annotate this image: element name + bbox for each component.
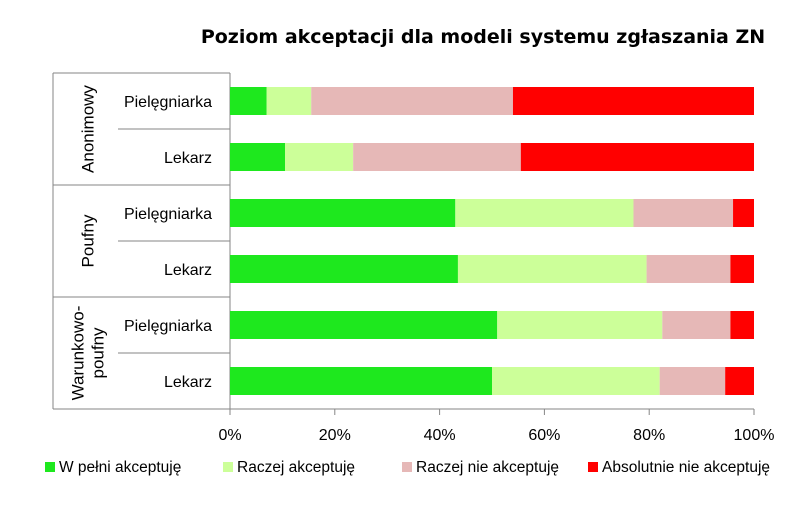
bar-segment-series-3	[520, 143, 754, 171]
bar-segment-series-1	[455, 199, 634, 227]
bar-segment-series-1	[285, 143, 354, 171]
bars	[230, 87, 754, 395]
value-axis: 0% 20% 40% 60% 80% 100%	[218, 408, 775, 444]
category-axis: Anonimowy Poufny Warunkowo-poufny Pielęgnia…	[52, 72, 231, 410]
legend: W pełni akceptuję Raczej akceptuję Raczej …	[45, 459, 770, 476]
bar-segment-series-3	[730, 255, 754, 283]
category-label: Pielęgniarka	[124, 206, 212, 223]
bar-segment-series-2	[646, 255, 731, 283]
x-tick-label: 100%	[734, 427, 775, 444]
bar-segment-series-3	[730, 311, 754, 339]
bar-segment-series-0	[230, 367, 492, 395]
bar-segment-series-3	[725, 367, 754, 395]
bar-segment-series-3	[733, 199, 754, 227]
x-tick-label: 60%	[528, 427, 560, 444]
bar-segment-series-2	[659, 367, 726, 395]
chart-title: Poziom akceptacji dla modeli systemu zgł…	[201, 26, 765, 48]
group-label: Poufny	[79, 214, 98, 267]
legend-swatch	[402, 462, 412, 472]
bar-segment-series-3	[512, 87, 754, 115]
group-label-line: Warunkowo-	[69, 306, 88, 401]
legend-swatch	[45, 462, 55, 472]
group-label: Warunkowo-poufny	[69, 306, 108, 401]
group-label-line: Anonimowy	[79, 85, 98, 173]
x-tick-label: 40%	[424, 427, 456, 444]
bar-segment-series-2	[353, 143, 521, 171]
category-label: Lekarz	[164, 374, 212, 391]
bar-segment-series-0	[230, 199, 456, 227]
group-label-line: poufny	[89, 327, 108, 379]
bar-segment-series-2	[311, 87, 513, 115]
bar-segment-series-0	[230, 311, 498, 339]
legend-swatch	[588, 462, 598, 472]
bar-segment-series-2	[662, 311, 731, 339]
bar-segment-series-1	[497, 311, 663, 339]
legend-label: Raczej akceptuję	[237, 459, 355, 476]
x-tick-label: 80%	[633, 427, 665, 444]
category-label: Pielęgniarka	[124, 94, 212, 111]
x-tick-label: 20%	[319, 427, 351, 444]
bar-segment-series-1	[457, 255, 647, 283]
legend-swatch	[223, 462, 233, 472]
group-label-line: Poufny	[79, 214, 98, 267]
group-label: Anonimowy	[79, 85, 98, 173]
bar-segment-series-0	[230, 87, 267, 115]
category-label: Lekarz	[164, 150, 212, 167]
bar-segment-series-2	[633, 199, 734, 227]
category-label: Lekarz	[164, 262, 212, 279]
bar-segment-series-0	[230, 255, 458, 283]
bar-segment-series-0	[230, 143, 286, 171]
x-tick-label: 0%	[218, 427, 241, 444]
bar-segment-series-1	[492, 367, 660, 395]
category-label: Pielęgniarka	[124, 318, 212, 335]
legend-label: Absolutnie nie akceptuję	[602, 459, 770, 476]
legend-label: W pełni akceptuję	[59, 459, 181, 476]
legend-label: Raczej nie akceptuję	[416, 459, 559, 476]
bar-segment-series-1	[266, 87, 312, 115]
